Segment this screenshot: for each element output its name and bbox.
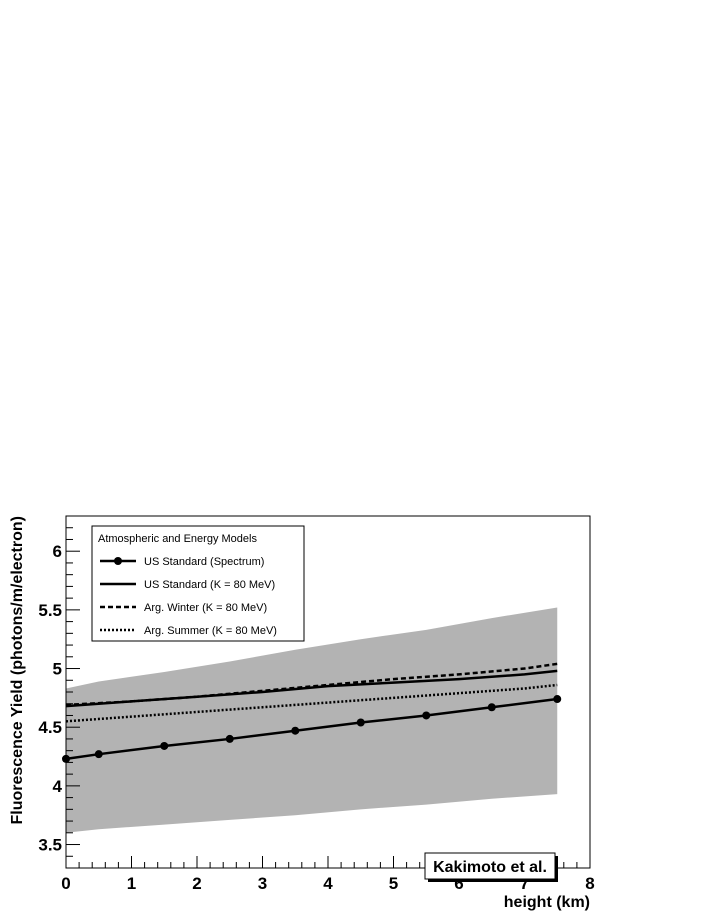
uncertainty-band	[66, 607, 558, 833]
legend-label: US Standard (Spectrum)	[144, 556, 264, 568]
legend-entry: Arg. Winter (K = 80 MeV)	[100, 602, 267, 614]
legend-entry: Arg. Summer (K = 80 MeV)	[100, 625, 277, 637]
series-line-arg-summer-k-80-mev	[65, 683, 558, 723]
y-tick-labels: 3.5 4 4.5 5 5.5 6	[38, 542, 62, 854]
x-tick-label: 8	[585, 874, 594, 893]
series-us-standard-k-80-mev	[65, 669, 558, 708]
x-tick-label: 7	[520, 874, 529, 893]
uncertainty-band-area	[66, 607, 558, 833]
legend-entry: US Standard (Spectrum)	[100, 556, 264, 568]
data-point	[422, 711, 431, 720]
series-us-standard-spectrum	[62, 695, 562, 763]
x-tick-label: 2	[192, 874, 201, 893]
annotation-frame	[424, 852, 556, 880]
series-arg-summer-k-80-mev	[65, 683, 558, 723]
x-tick-labels: 0 1 2 3 4 5 6 7 8	[61, 874, 594, 893]
data-point	[225, 734, 234, 743]
legend-entry: US Standard (K = 80 MeV)	[100, 579, 275, 591]
legend: Atmospheric and Energy Models US Standar…	[91, 525, 305, 642]
legend-marker	[114, 557, 122, 565]
legend-label: Arg. Summer (K = 80 MeV)	[144, 625, 277, 637]
data-point	[160, 741, 169, 750]
data-point	[291, 726, 300, 735]
x-tick-label: 3	[258, 874, 267, 893]
y-tick-label: 4.5	[38, 718, 62, 737]
annotation-text: Kakimoto et al.	[433, 859, 547, 876]
data-point	[553, 695, 562, 704]
data-point	[356, 718, 365, 727]
x-axis-label: height (km)	[504, 894, 590, 911]
x-tick-label: 4	[323, 874, 333, 893]
legend-title: Atmospheric and Energy Models	[98, 533, 257, 545]
y-axis-label: Fluorescence Yield (photons/m/electron)	[9, 516, 26, 825]
x-tick-label: 5	[389, 874, 398, 893]
annotation-box: Kakimoto et al.	[424, 852, 558, 882]
series-lines	[62, 662, 562, 763]
legend-label: Arg. Winter (K = 80 MeV)	[144, 602, 267, 614]
y-tick-label: 6	[53, 542, 62, 561]
x-tick-label: 1	[127, 874, 136, 893]
x-tick-label: 6	[454, 874, 463, 893]
series-line-us-standard-k-80-mev	[65, 669, 558, 708]
legend-label: US Standard (K = 80 MeV)	[144, 579, 275, 591]
data-point	[487, 703, 496, 712]
data-point	[94, 750, 103, 759]
y-tick-label: 3.5	[38, 836, 62, 855]
y-tick-label: 4	[53, 777, 63, 796]
x-tick-label: 0	[61, 874, 70, 893]
y-tick-label: 5	[53, 660, 62, 679]
y-tick-label: 5.5	[38, 601, 62, 620]
